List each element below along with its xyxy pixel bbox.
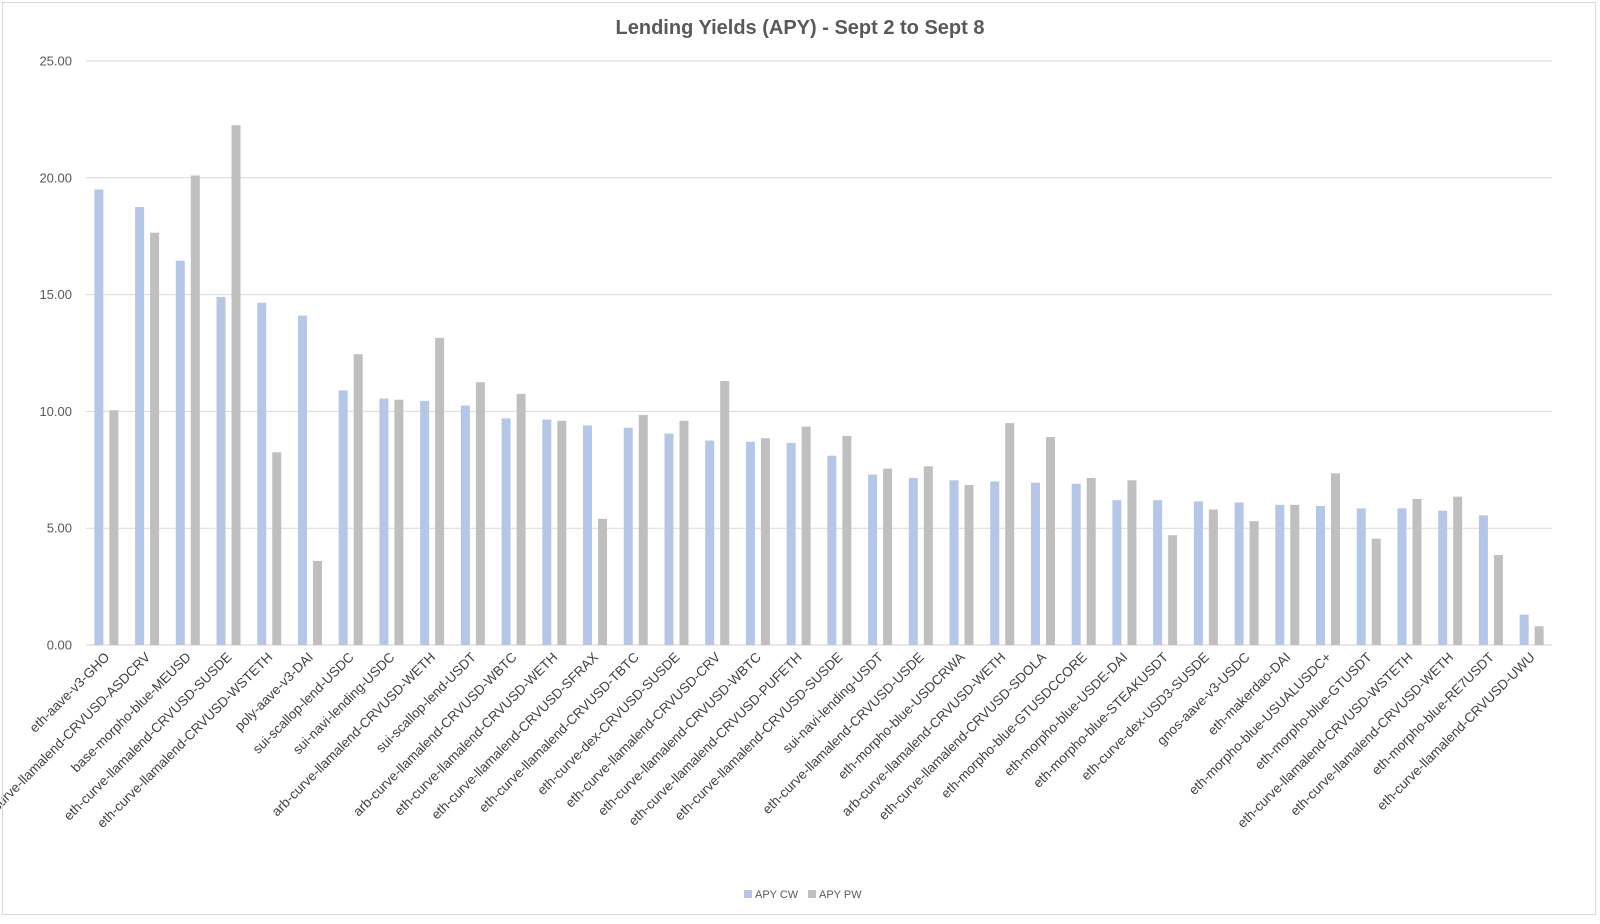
- bar-apy-pw: [1493, 555, 1503, 645]
- bar-apy-cw: [338, 390, 348, 645]
- bar-apy-pw: [435, 337, 445, 645]
- bar-apy-pw: [720, 381, 730, 645]
- bar-apy-pw: [1371, 538, 1381, 645]
- bar-apy-pw: [1290, 504, 1300, 645]
- bar-apy-pw: [516, 393, 526, 645]
- bar-apy-cw: [623, 427, 633, 645]
- bar-apy-pw: [190, 175, 200, 646]
- legend-label: APY CW: [755, 889, 799, 901]
- bar-apy-pw: [760, 438, 770, 645]
- bar-apy-cw: [1397, 508, 1407, 645]
- legend: APY CW APY PW: [744, 889, 862, 901]
- bar-apy-pw: [1086, 477, 1096, 645]
- bar-apy-pw: [1331, 473, 1341, 645]
- bar-apy-cw: [664, 433, 674, 645]
- bar-apy-cw: [705, 440, 715, 645]
- bar-apy-cw: [1112, 500, 1122, 645]
- bar-apy-cw: [297, 315, 307, 645]
- bar-apy-pw: [679, 420, 689, 645]
- y-tick-label: 15.00: [39, 287, 72, 302]
- y-tick-label: 20.00: [39, 170, 72, 185]
- bar-apy-cw: [827, 455, 837, 645]
- bar-apy-cw: [990, 481, 1000, 645]
- bar-apy-cw: [908, 477, 918, 645]
- bar-apy-cw: [1071, 483, 1081, 645]
- bar-apy-pw: [475, 382, 485, 645]
- bar-apy-cw: [175, 260, 185, 645]
- bars: [94, 125, 1544, 646]
- legend-label: APY PW: [819, 889, 862, 901]
- bar-apy-pw: [1412, 499, 1422, 645]
- bar-apy-cw: [135, 207, 145, 645]
- bar-apy-pw: [1168, 535, 1178, 645]
- bar-apy-cw: [379, 398, 389, 645]
- y-tick-label: 5.00: [47, 521, 72, 536]
- bar-apy-cw: [949, 480, 959, 645]
- bar-apy-pw: [883, 468, 893, 645]
- bar-apy-cw: [1275, 504, 1285, 645]
- bar-apy-cw: [257, 302, 267, 645]
- bar-apy-cw: [216, 296, 226, 645]
- bar-apy-pw: [964, 484, 974, 645]
- bar-apy-pw: [312, 560, 322, 645]
- bar-apy-pw: [557, 420, 567, 645]
- bar-apy-cw: [420, 400, 430, 645]
- bar-apy-cw: [745, 441, 755, 645]
- y-tick-label: 0.00: [47, 638, 72, 653]
- bar-apy-pw: [1127, 480, 1137, 645]
- bar-apy-cw: [1519, 614, 1529, 645]
- bar-apy-pw: [1249, 521, 1259, 645]
- bar-apy-cw: [542, 419, 552, 645]
- bar-apy-cw: [501, 418, 511, 645]
- bar-apy-cw: [1234, 502, 1244, 645]
- bar-apy-cw: [583, 425, 593, 645]
- bar-apy-pw: [1208, 509, 1218, 645]
- bar-apy-cw: [1356, 508, 1366, 645]
- bar-apy-pw: [801, 426, 811, 645]
- bar-apy-pw: [231, 125, 241, 646]
- bar-apy-pw: [272, 452, 282, 645]
- legend-swatch: [744, 890, 752, 898]
- bar-apy-cw: [1478, 515, 1488, 645]
- bar-apy-cw: [1030, 482, 1040, 645]
- bar-apy-pw: [353, 354, 363, 645]
- bar-apy-pw: [150, 232, 160, 646]
- bar-apy-pw: [1045, 437, 1055, 645]
- legend-swatch: [808, 890, 816, 898]
- bar-apy-cw: [868, 474, 878, 645]
- bar-apy-pw: [394, 399, 404, 645]
- chart-title: Lending Yields (APY) - Sept 2 to Sept 8: [616, 17, 985, 39]
- bar-apy-pw: [842, 435, 852, 645]
- bar-apy-cw: [1193, 501, 1203, 645]
- y-tick-label: 25.00: [39, 54, 72, 69]
- bar-apy-pw: [923, 466, 933, 645]
- bar-apy-pw: [598, 518, 608, 645]
- bar-apy-cw: [1438, 510, 1448, 645]
- y-axis-tick-labels: 0.00 5.00 10.00 15.00 20.00 25.00: [39, 54, 72, 653]
- gridlines: [86, 60, 1552, 646]
- bar-apy-cw: [786, 442, 796, 645]
- bar-apy-pw: [1453, 496, 1463, 645]
- bar-apy-pw: [109, 410, 119, 645]
- y-tick-label: 10.00: [39, 404, 72, 419]
- bar-apy-cw: [460, 405, 470, 645]
- bar-apy-pw: [1534, 626, 1544, 645]
- bar-apy-pw: [638, 414, 648, 645]
- bar-apy-pw: [1005, 423, 1015, 645]
- bar-apy-cw: [94, 189, 104, 646]
- bar-apy-cw: [1153, 500, 1163, 645]
- bar-apy-cw: [1316, 506, 1326, 645]
